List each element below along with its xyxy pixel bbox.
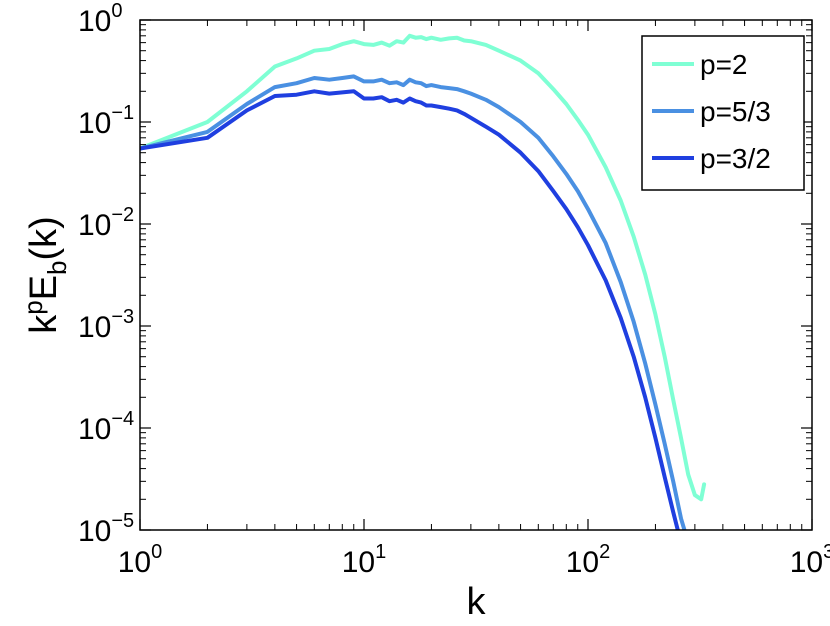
y-tick-exp: −4 [111, 408, 134, 430]
y-axis-title-tail: (k) [23, 216, 65, 260]
x-tick-exp: 3 [823, 541, 830, 563]
y-tick-exp: −2 [111, 204, 134, 226]
y-tick-exp: −1 [111, 102, 134, 124]
legend-items: p=2 p=5/3 p=3/2 [652, 49, 771, 174]
series-layer [140, 33, 707, 530]
y-tick-base: 10 [78, 107, 111, 140]
y-tick-exp: 0 [111, 0, 122, 22]
x-tick-base: 10 [566, 546, 599, 579]
y-tick-label: 10−1 [78, 102, 134, 140]
legend-label-3: p=3/2 [700, 143, 771, 174]
x-tick-base: 10 [118, 546, 151, 579]
y-axis-title-sup: p [18, 300, 48, 314]
y-axis-title-sub: b [42, 261, 72, 275]
x-tick-label: 103 [790, 541, 830, 579]
y-tick-exp: −3 [111, 306, 134, 328]
y-tick-base: 10 [78, 515, 111, 548]
y-tick-label: 10−4 [78, 408, 134, 446]
x-tick-exp: 2 [599, 541, 610, 563]
legend-label-2: p=5/3 [700, 96, 771, 127]
y-axis-title: kpEb(k) [18, 216, 72, 334]
y-axis-title-mid: E [23, 275, 65, 300]
y-tick-base: 10 [78, 209, 111, 242]
y-tick-label: 100 [78, 0, 123, 38]
x-tick-base: 10 [790, 546, 823, 579]
x-axis-title: k [467, 581, 487, 623]
y-tick-exp: −5 [111, 510, 134, 532]
x-tick-label: 102 [566, 541, 611, 579]
series-line-2 [140, 74, 687, 530]
y-tick-base: 10 [78, 311, 111, 344]
y-tick-label: 10−2 [78, 204, 134, 242]
legend-label-1: p=2 [700, 49, 748, 80]
series-line-1 [140, 33, 707, 502]
x-tick-label: 100 [118, 541, 163, 579]
x-tick-exp: 1 [375, 541, 386, 563]
plot-frame [139, 19, 813, 531]
y-tick-label: 10−5 [78, 510, 134, 548]
x-tick-exp: 0 [151, 541, 162, 563]
legend: p=2 p=5/3 p=3/2 [641, 35, 805, 191]
x-tick-label: 101 [342, 541, 387, 579]
series-line-3 [140, 89, 680, 530]
y-tick-label: 10−3 [78, 306, 134, 344]
x-tick-base: 10 [342, 546, 375, 579]
y-tick-base: 10 [78, 413, 111, 446]
y-tick-base: 10 [78, 5, 111, 38]
y-axis-title-base: k [23, 314, 65, 334]
